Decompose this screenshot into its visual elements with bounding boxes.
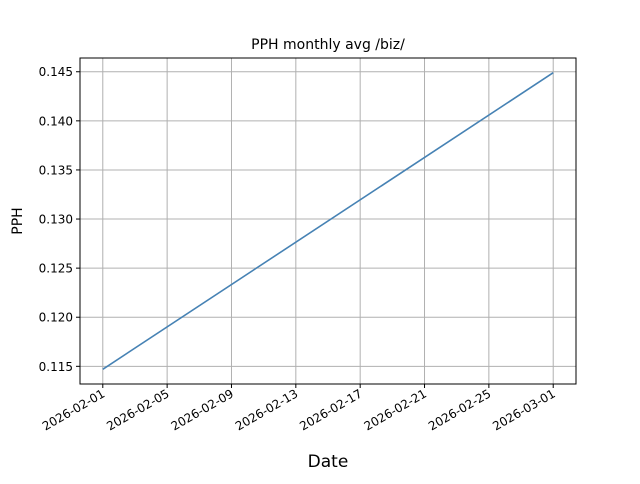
plot-frame	[79, 57, 577, 385]
y-tick-label: 0.115	[39, 360, 73, 374]
x-tick-label: 2026-02-17	[297, 386, 364, 433]
y-tick-label: 0.125	[39, 262, 73, 276]
x-tick-label: 2026-02-01	[40, 386, 107, 433]
y-tick-label: 0.135	[39, 163, 73, 177]
x-axis-label: Date	[308, 452, 349, 472]
x-tick-label: 2026-03-01	[490, 386, 557, 433]
y-tick-label: 0.120	[39, 311, 73, 325]
y-tick-label: 0.145	[39, 65, 73, 79]
grid	[80, 58, 576, 384]
x-tick-label: 2026-02-25	[426, 386, 493, 433]
series-line	[102, 72, 554, 370]
y-tick-label: 0.130	[39, 213, 73, 227]
x-tick-label: 2026-02-21	[362, 386, 429, 433]
y-ticks: 0.115 0.120 0.125 0.130 0.135 0.140 0.145	[39, 65, 80, 374]
series	[102, 72, 554, 370]
x-tick-label: 2026-02-09	[169, 386, 236, 433]
x-tick-label: 2026-02-05	[104, 386, 171, 433]
x-tick-label: 2026-02-13	[233, 386, 300, 433]
y-tick-label: 0.140	[39, 114, 73, 128]
x-ticks: 2026-02-012026-02-052026-02-092026-02-13…	[40, 384, 558, 433]
y-axis-label: PPH	[10, 207, 26, 234]
chart-title: PPH monthly avg /biz/	[251, 37, 405, 53]
